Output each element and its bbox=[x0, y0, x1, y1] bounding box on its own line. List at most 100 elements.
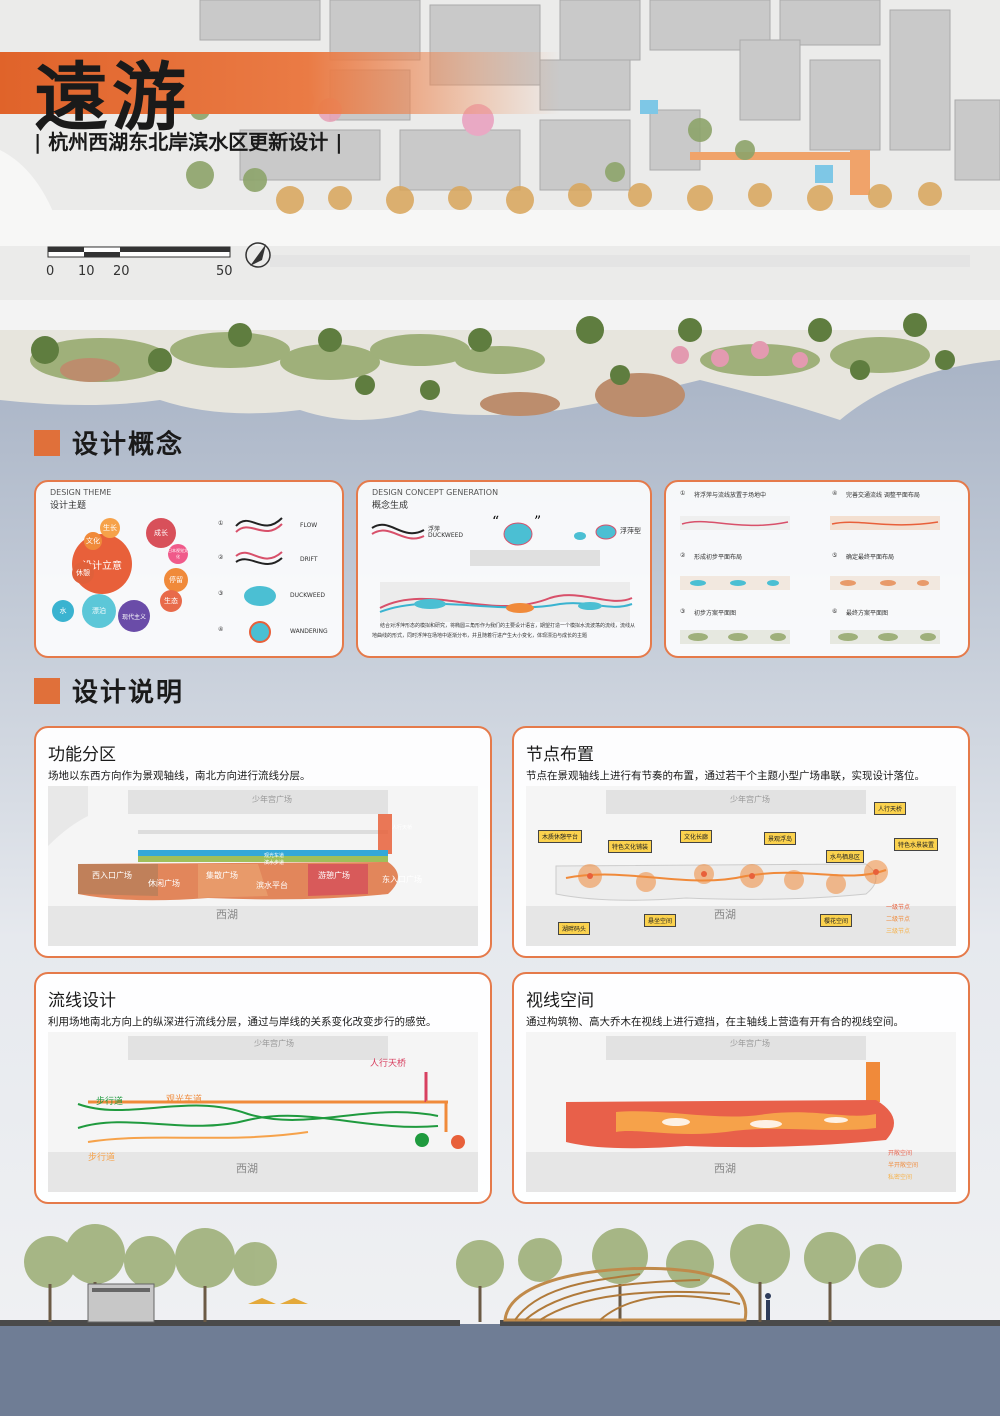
nodes-plaza-label: 少年宫广场 bbox=[730, 795, 770, 804]
sight-title: 视线空间 bbox=[526, 991, 594, 1011]
function-desc: 场地以东西方向作为景观轴线，南北方向进行流线分层。 bbox=[48, 770, 311, 782]
generation-caption-1: 结合对浮萍形态的模拟和研究，将椭圆三角形作为我们的主要设计语言，期望打造一个模拟… bbox=[380, 623, 636, 629]
bubble-water: 水 bbox=[52, 600, 74, 622]
word-num-2: ② bbox=[218, 554, 224, 561]
design-card-sight: 视线空间 通过构筑物、高大乔木在视线上进行遮挡，在主轴线上营造有开有合的视线空间… bbox=[512, 972, 970, 1204]
zone-gathering: 集散广场 bbox=[206, 871, 238, 880]
circulation-walk-label-2: 步行道 bbox=[88, 1153, 116, 1163]
design-card-nodes: 节点布置 节点在景观轴线上进行有节奏的布置，通过若干个主题小型广场串联，实现设计… bbox=[512, 726, 970, 958]
section-explanation-heading: 设计说明 bbox=[34, 672, 184, 709]
section-elevation bbox=[0, 1224, 1000, 1416]
word-num-1: ① bbox=[218, 520, 224, 527]
tag-water-feature: 特色水景装置 bbox=[894, 838, 939, 851]
concept-card-steps: ① 将浮萍与流线放置于场地中 ② 形成初步平面布局 ③ 初步方案平面图 ④ 完善… bbox=[664, 480, 970, 658]
section-marker-icon bbox=[34, 677, 60, 704]
concept-card-theme: DESIGN THEME 设计主题 设计立意 成长 文化 休憩 水 漂泊 现代主… bbox=[34, 480, 344, 658]
nodes-lake-label: 西湖 bbox=[714, 908, 736, 921]
bubble-grow: 生长 bbox=[100, 518, 120, 538]
poster-subtitle: | 杭州西湖东北岸滨水区更新设计 | bbox=[34, 130, 343, 154]
scale-tick-50: 50 bbox=[216, 264, 233, 279]
function-lake-label: 西湖 bbox=[216, 908, 238, 921]
step-3-num: ③ bbox=[680, 608, 686, 615]
function-road-label: 观光车道 bbox=[264, 853, 285, 859]
nodes-title: 节点布置 bbox=[526, 745, 594, 765]
step-2-label: 形成初步平面布局 bbox=[694, 554, 743, 561]
section-explanation-title: 设计说明 bbox=[72, 678, 185, 708]
step-6-label: 最终方案平面图 bbox=[846, 610, 889, 617]
sight-legend-3: 私密空间 bbox=[888, 1174, 913, 1181]
concept-card-generation: DESIGN CONCEPT GENERATION 概念生成 浮萍 DUCKWE… bbox=[356, 480, 652, 658]
step-5-num: ⑤ bbox=[832, 552, 838, 559]
bubble-culture: 文化 bbox=[84, 532, 102, 550]
bubble-modernism: 现代主义 bbox=[118, 600, 150, 632]
bubble-ecology: 生态 bbox=[160, 590, 182, 612]
duckweed-type: 浮萍型 bbox=[620, 527, 641, 535]
tag-suspended-space: 悬坐空间 bbox=[644, 914, 677, 927]
concept-steps-diagrams bbox=[680, 516, 940, 644]
step-1-num: ① bbox=[680, 490, 686, 497]
circulation-bridge-label: 人行天桥 bbox=[370, 1059, 407, 1069]
zone-leisure: 休闲广场 bbox=[148, 879, 180, 888]
step-2-num: ② bbox=[680, 552, 686, 559]
master-plan bbox=[0, 0, 1000, 420]
step-4-label: 完善交通流线 调整平面布局 bbox=[846, 492, 920, 499]
tag-culture-corridor: 文化长廊 bbox=[680, 830, 713, 843]
word-wandering: WANDERING bbox=[290, 628, 328, 635]
sight-legend-2: 半开敞空间 bbox=[888, 1162, 919, 1169]
sight-lake-label: 西湖 bbox=[714, 1162, 736, 1175]
circulation-lake-label: 西湖 bbox=[236, 1162, 258, 1175]
sight-legend-1: 开敞空间 bbox=[888, 1150, 913, 1157]
bubble-stay: 停留 bbox=[164, 568, 188, 592]
nodes-legend-1: 一级节点 bbox=[886, 904, 911, 911]
nodes-desc: 节点在景观轴线上进行有节奏的布置，通过若干个主题小型广场串联，实现设计落位。 bbox=[526, 770, 925, 782]
theme-cn-label: 设计主题 bbox=[50, 501, 87, 511]
theme-en-label: DESIGN THEME bbox=[50, 488, 112, 497]
word-num-3: ③ bbox=[218, 590, 224, 597]
design-card-function: 功能分区 场地以东西方向作为景观轴线，南北方向进行流线分层。 少年宫广场 西湖 … bbox=[34, 726, 492, 958]
bubble-rest: 休憩 bbox=[72, 562, 94, 584]
design-card-circulation: 流线设计 利用场地南北方向上的纵深进行流线分层，通过与岸线的关系变化改变步行的感… bbox=[34, 972, 492, 1204]
step-3-label: 初步方案平面图 bbox=[694, 610, 737, 617]
circulation-title: 流线设计 bbox=[48, 991, 116, 1011]
section-concept-heading: 设计概念 bbox=[34, 424, 184, 461]
tag-cherry-space: 樱花空间 bbox=[820, 914, 853, 927]
tag-pedestrian-bridge: 人行天桥 bbox=[874, 802, 907, 815]
bubble-drift: 漂泊 bbox=[82, 594, 116, 628]
svg-text:“: “ bbox=[492, 514, 499, 530]
bubble-visual: 日本视觉文化 bbox=[168, 544, 188, 564]
scale-tick-10: 10 bbox=[78, 264, 95, 279]
nodes-legend-2: 二级节点 bbox=[886, 916, 911, 923]
section-concept-title: 设计概念 bbox=[72, 430, 185, 460]
concept-generation-diagram: “ ” bbox=[371, 514, 633, 622]
function-bridge-label: 人行天桥 bbox=[392, 825, 413, 831]
zone-waterfront: 滨水平台 bbox=[256, 881, 288, 890]
tag-culture-paving: 特色文化铺装 bbox=[608, 840, 653, 853]
duckweed-en: DUCKWEED bbox=[428, 532, 464, 539]
circulation-walk-label-1: 步行道 bbox=[96, 1097, 124, 1107]
function-title: 功能分区 bbox=[48, 745, 116, 765]
function-plaza-label: 少年宫广场 bbox=[252, 795, 292, 804]
bubble-growth: 成长 bbox=[146, 518, 176, 548]
sight-plaza-label: 少年宫广场 bbox=[730, 1039, 770, 1048]
scale-tick-0: 0 bbox=[46, 264, 55, 279]
word-drift: DRIFT bbox=[300, 556, 318, 563]
function-zoning-map bbox=[48, 786, 478, 946]
tag-lake-pier: 湖畔码头 bbox=[558, 922, 591, 935]
word-num-4: ④ bbox=[218, 626, 224, 633]
generation-cn-label: 概念生成 bbox=[372, 501, 409, 511]
circulation-map bbox=[48, 1032, 478, 1192]
step-5-label: 确定最终平面布局 bbox=[846, 554, 895, 561]
step-1-label: 将浮萍与流线放置于场地中 bbox=[694, 492, 767, 499]
tag-landscape-island: 景观浮岛 bbox=[764, 832, 797, 845]
circulation-car-label: 观光车道 bbox=[166, 1095, 203, 1105]
function-walk-label: 滨水步道 bbox=[264, 860, 285, 866]
concept-word-icons bbox=[235, 517, 283, 643]
generation-en-label: DESIGN CONCEPT GENERATION bbox=[372, 488, 499, 497]
section-marker-icon bbox=[34, 429, 60, 456]
duckweed-cn: 浮萍 bbox=[428, 526, 441, 533]
sight-map bbox=[526, 1032, 956, 1192]
step-4-num: ④ bbox=[832, 490, 838, 497]
generation-caption-2: 地曲线的形式，同时浮萍在场地中逐渐分布，并且随着行进产生大小变化，体现漂泊与成长… bbox=[372, 633, 588, 639]
tag-bird-habitat: 水鸟栖息区 bbox=[826, 850, 865, 863]
poster-title: 遠游 bbox=[34, 55, 190, 141]
